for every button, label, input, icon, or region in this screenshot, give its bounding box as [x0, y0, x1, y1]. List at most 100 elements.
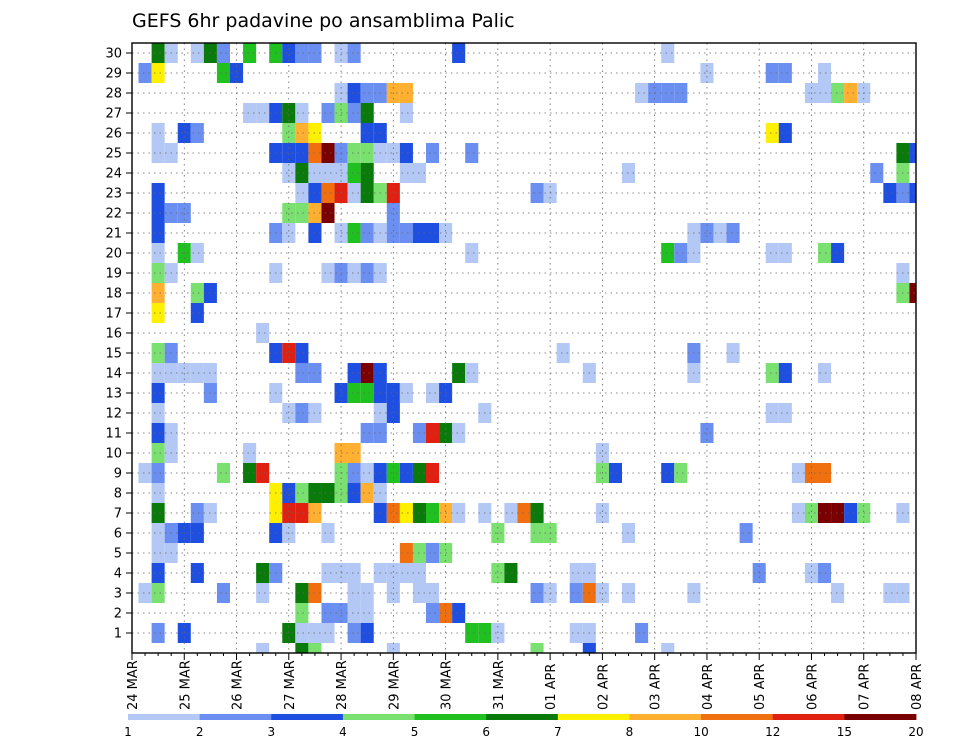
heatmap-cell: [347, 263, 361, 283]
heatmap-cell: [282, 483, 296, 503]
heatmap-cell: [138, 463, 152, 483]
heatmap-cell: [726, 223, 740, 243]
heatmap-cell: [569, 623, 583, 643]
colorbar-tick-label: 20: [908, 725, 923, 739]
heatmap-cell: [452, 503, 466, 523]
y-tick-label: 17: [105, 307, 122, 322]
heatmap-cell: [151, 263, 165, 283]
heatmap-cell: [151, 203, 165, 223]
heatmap-cell: [151, 303, 165, 323]
heatmap-cell: [282, 103, 296, 123]
heatmap-cell: [909, 143, 916, 163]
heatmap-cell: [151, 123, 165, 143]
colorbar-segment: [557, 714, 630, 720]
y-tick-label: 25: [105, 147, 122, 162]
colorbar-tick-label: 5: [411, 725, 419, 739]
heatmap-cell: [295, 363, 309, 383]
heatmap-cell: [386, 563, 400, 583]
y-tick-label: 30: [105, 47, 122, 62]
heatmap-cell: [347, 183, 361, 203]
heatmap-cell: [530, 503, 544, 523]
y-tick-label: 11: [105, 427, 122, 442]
heatmap-cell: [282, 123, 296, 143]
heatmap-cell: [243, 463, 257, 483]
x-tick-label: 28 MAR: [335, 660, 350, 710]
heatmap-cell: [399, 223, 413, 243]
heatmap-cell: [622, 163, 636, 183]
heatmap-cell: [282, 203, 296, 223]
heatmap-cell: [295, 403, 309, 423]
heatmap-cell: [177, 123, 191, 143]
heatmap-cell: [151, 563, 165, 583]
heatmap-cell: [426, 143, 440, 163]
y-axis: 1234567891011121314151617181920212223242…: [105, 47, 132, 642]
heatmap-cell: [360, 223, 374, 243]
heatmap-cell: [151, 363, 165, 383]
y-tick-label: 9: [114, 467, 122, 482]
heatmap-cell: [282, 163, 296, 183]
heatmap-cell: [256, 563, 270, 583]
heatmap-cell: [360, 623, 374, 643]
heatmap-cell: [399, 83, 413, 103]
heatmap-cell: [661, 243, 675, 263]
colorbar-segment: [414, 714, 487, 720]
heatmap-cell: [426, 463, 440, 483]
plot-frame: [131, 42, 917, 654]
heatmap-cell: [360, 363, 374, 383]
heatmap-cell: [190, 363, 204, 383]
heatmap-cell: [256, 323, 270, 343]
heatmap-cell: [151, 523, 165, 543]
y-tick-label: 8: [114, 487, 122, 502]
heatmap-cell: [399, 143, 413, 163]
y-tick-label: 2: [114, 607, 122, 622]
x-tick-label: 31 MAR: [492, 660, 507, 710]
heatmap-cell: [778, 63, 792, 83]
colorbar-tick-label: 1: [124, 725, 132, 739]
heatmap-cell: [778, 243, 792, 263]
heatmap-cell: [360, 383, 374, 403]
heatmap-cell: [321, 523, 335, 543]
heatmap-cell: [831, 243, 845, 263]
heatmap-cell: [831, 83, 845, 103]
heatmap-cell: [347, 143, 361, 163]
heatmap-cell: [818, 83, 832, 103]
heatmap-cell: [347, 163, 361, 183]
heatmap-cell: [452, 43, 466, 63]
x-tick-label: 24 MAR: [126, 660, 141, 710]
heatmap-cell: [151, 63, 165, 83]
heatmap-cell: [216, 463, 230, 483]
colorbar-segment: [342, 714, 415, 720]
heatmap-cell: [386, 203, 400, 223]
heatmap-cell: [216, 63, 230, 83]
y-tick-label: 15: [105, 347, 122, 362]
heatmap-cell: [295, 143, 309, 163]
heatmap-cell: [360, 603, 374, 623]
heatmap-cell: [151, 143, 165, 163]
heatmap-cell: [844, 83, 858, 103]
heatmap-cell: [530, 523, 544, 543]
heatmap-cell: [661, 463, 675, 483]
y-tick-label: 26: [105, 127, 122, 142]
x-tick-label: 26 MAR: [231, 660, 246, 710]
heatmap-cell: [321, 263, 335, 283]
heatmap-cell: [452, 363, 466, 383]
y-tick-label: 5: [114, 547, 122, 562]
heatmap-cell: [190, 283, 204, 303]
heatmap-cell: [190, 303, 204, 323]
heatmap-cell: [700, 223, 714, 243]
heatmap-cell: [256, 463, 270, 483]
heatmap-cell: [726, 343, 740, 363]
y-tick-label: 24: [105, 167, 122, 182]
heatmap-cell: [190, 503, 204, 523]
y-tick-label: 22: [105, 207, 122, 222]
heatmap-cell: [870, 163, 884, 183]
heatmap-cell: [399, 463, 413, 483]
heatmap-cell: [635, 83, 649, 103]
heatmap-cell: [282, 343, 296, 363]
heatmap-cell: [530, 183, 544, 203]
heatmap-cell: [321, 203, 335, 223]
heatmap-cell: [321, 563, 335, 583]
heatmap-cell: [151, 483, 165, 503]
x-tick-label: 02 APR: [596, 664, 611, 710]
